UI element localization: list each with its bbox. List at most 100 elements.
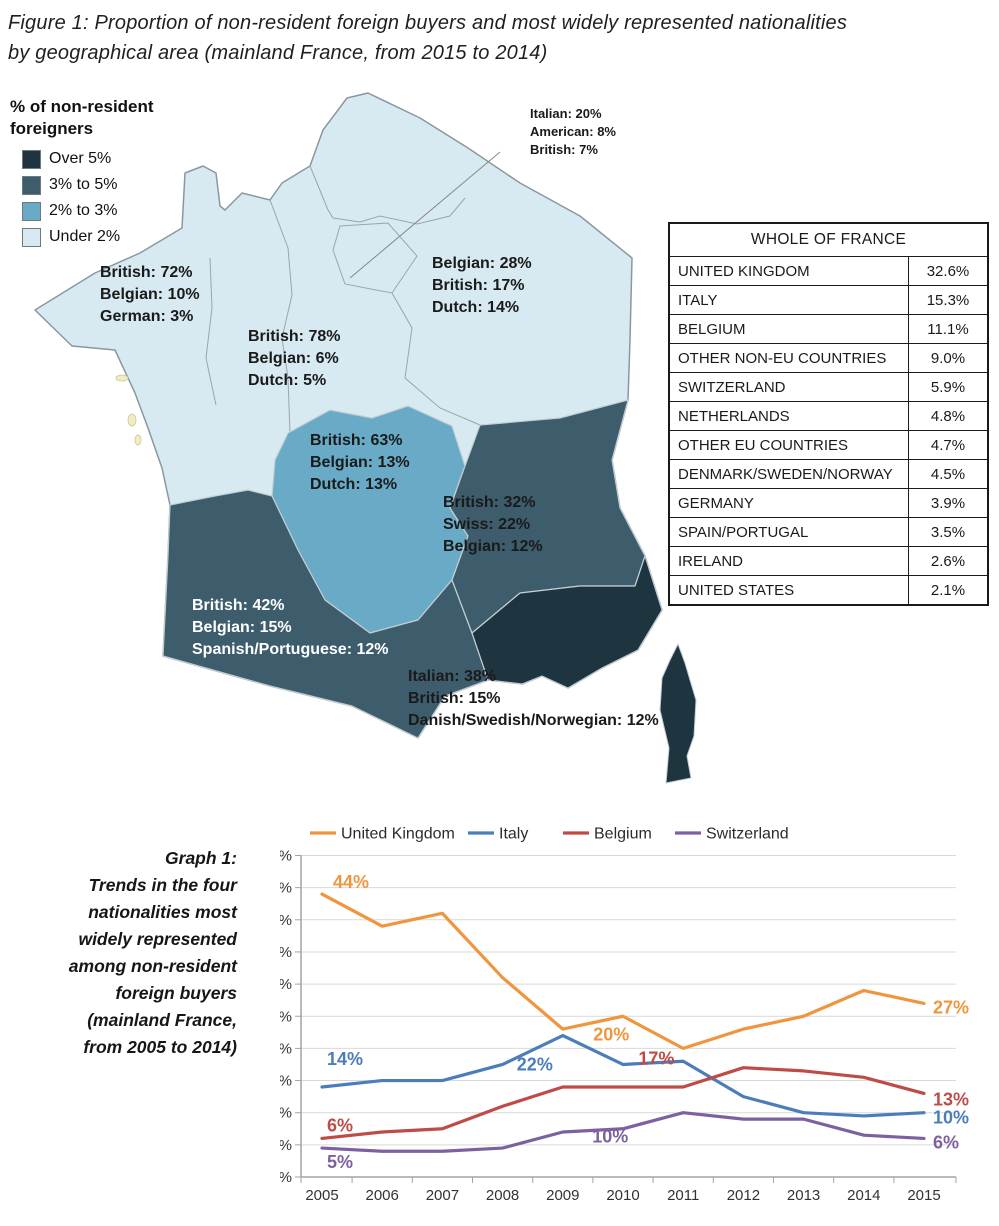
table-row: UNITED STATES 2.1% [668,575,989,606]
table-row: UNITED KINGDOM 32.6% [668,256,989,286]
line-series-switzerland [320,1111,926,1153]
data-label-united-kingdom-2011: 20% [593,1024,629,1044]
table-row: ITALY 15.3% [668,285,989,315]
legend-swatch [22,227,41,247]
y-tick-label: 50% [280,848,292,865]
map-legend-items: Over 5% 3% to 5% 2% to 3% Under 2% [10,146,154,250]
line-series-belgium [320,1066,926,1141]
chart-legend-label-switzerland: Switzerland [706,826,789,843]
country-cell: DENMARK/SWEDEN/NORWAY [668,459,909,489]
graph-title-line: widely represented [78,929,237,949]
legend-swatch [22,201,41,221]
y-tick-label: 0% [280,1169,292,1186]
data-label-belgium-2015: 13% [933,1089,969,1109]
map-region-southeast-over-5pct [471,555,663,689]
x-tick-label: 2011 [667,1187,699,1204]
percentage-cell: 2.6% [908,546,989,576]
data-label-belgium-2005: 6% [327,1115,353,1135]
country-cell: UNITED KINGDOM [668,256,909,286]
map-legend-item-over-5-: Over 5% [10,146,154,172]
map-legend-item-2-to-3-: 2% to 3% [10,198,154,224]
legend-label: Over 5% [49,150,112,167]
percentage-cell: 9.0% [908,343,989,373]
graph-title-line: among non-resident [68,956,237,976]
percentage-cell: 11.1% [908,314,989,344]
data-label-switzerland-2005: 5% [327,1152,353,1172]
x-tick-label: 2008 [486,1187,519,1204]
percentage-cell: 15.3% [908,285,989,315]
table-row: IRELAND 2.6% [668,546,989,576]
data-label-united-kingdom-2005: 44% [333,872,369,892]
country-cell: GERMANY [668,488,909,518]
table-row: GERMANY 3.9% [668,488,989,518]
y-tick-label: 35% [280,944,292,961]
map-islets [115,374,142,446]
table-row: SWITZERLAND 5.9% [668,372,989,402]
map-color-legend: % of non-resident foreigners Over 5% 3% t… [10,96,154,250]
map-legend-item-3-to-5-: 3% to 5% [10,172,154,198]
percentage-cell: 4.7% [908,430,989,460]
whole-of-france-table: WHOLE OF FRANCE UNITED KINGDOM 32.6% ITALY… [668,222,989,606]
percentage-cell: 4.8% [908,401,989,431]
map-legend-title-line2: foreigners [10,119,94,138]
legend-swatch [22,175,41,195]
x-tick-label: 2009 [546,1187,579,1204]
y-tick-label: 5% [280,1137,292,1154]
data-label-switzerland-2015: 6% [933,1132,959,1152]
map-legend-title-line1: % of non-resident [10,97,154,116]
percentage-cell: 4.5% [908,459,989,489]
graph-title-line: nationalities most [88,902,237,922]
graph-title-line: (mainland France, [87,1010,237,1030]
table-header: WHOLE OF FRANCE [668,222,989,257]
country-cell: IRELAND [668,546,909,576]
ile-de-france-leader-line [349,151,501,279]
data-label-italy-2015: 10% [933,1108,969,1128]
graph-title-line: from 2005 to 2014) [83,1037,237,1057]
percentage-cell: 5.9% [908,372,989,402]
legend-label: Under 2% [49,228,121,245]
map-internal-borders [205,165,481,434]
table-row: OTHER NON-EU COUNTRIES 9.0% [668,343,989,373]
country-cell: UNITED STATES [668,575,909,606]
line-series-italy [320,1033,926,1118]
chart-legend-label-italy: Italy [499,826,528,843]
legend-label: 2% to 3% [49,202,118,219]
graph-title-line: Trends in the four [88,875,237,895]
country-cell: SWITZERLAND [668,372,909,402]
table-row: BELGIUM 11.1% [668,314,989,344]
legend-label: 3% to 5% [49,176,118,193]
graph-title-line: Graph 1: [165,848,237,868]
country-cell: ITALY [668,285,909,315]
data-label-united-kingdom-2015: 27% [933,997,969,1017]
france-map [34,92,697,784]
figure-title: Figure 1: Proportion of non-resident for… [8,8,847,68]
country-cell: OTHER NON-EU COUNTRIES [668,343,909,373]
figure-title-line1: Figure 1: Proportion of non-resident for… [8,12,848,34]
table-row: DENMARK/SWEDEN/NORWAY 4.5% [668,459,989,489]
x-tick-label: 2005 [305,1187,338,1204]
data-label-belgium-2012: 17% [638,1049,674,1069]
percentage-cell: 3.9% [908,488,989,518]
map-region-corsica-over-5pct [659,643,697,784]
table-row: SPAIN/PORTUGAL 3.5% [668,517,989,547]
x-tick-label: 2015 [907,1187,940,1204]
country-cell: SPAIN/PORTUGAL [668,517,909,547]
y-tick-label: 15% [280,1073,292,1090]
country-cell: BELGIUM [668,314,909,344]
legend-swatch [22,149,41,169]
x-tick-label: 2006 [366,1187,399,1204]
percentage-cell: 32.6% [908,256,989,286]
figure-title-line2: by geographical area (mainland France, f… [8,42,548,64]
x-tick-label: 2007 [426,1187,459,1204]
y-tick-label: 40% [280,912,292,929]
x-tick-label: 2013 [787,1187,820,1204]
country-cell: NETHERLANDS [668,401,909,431]
map-legend-item-under-2-: Under 2% [10,224,154,250]
percentage-cell: 3.5% [908,517,989,547]
y-tick-label: 10% [280,1105,292,1122]
y-tick-label: 30% [280,976,292,993]
table-row: NETHERLANDS 4.8% [668,401,989,431]
table-row: OTHER EU COUNTRIES 4.7% [668,430,989,460]
y-tick-label: 45% [280,880,292,897]
